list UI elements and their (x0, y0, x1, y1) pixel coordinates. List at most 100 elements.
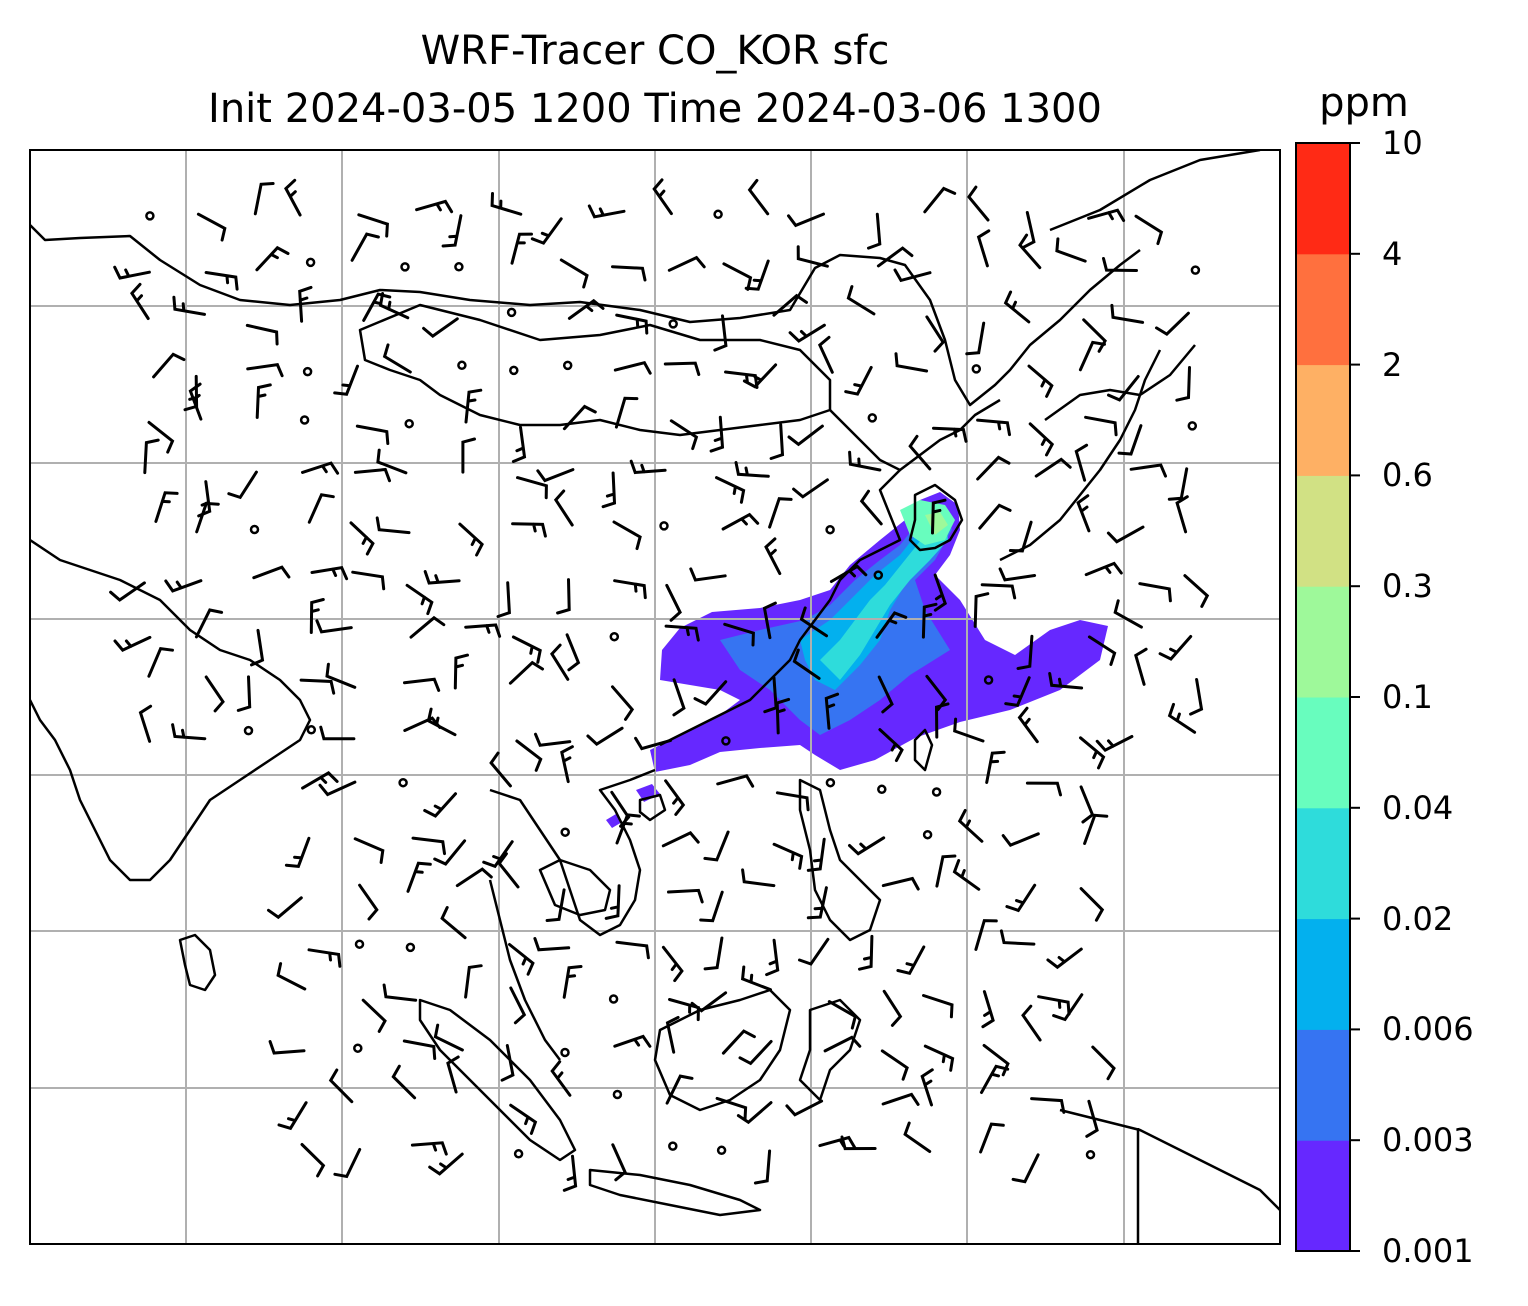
wind-barb (934, 702, 950, 739)
wind-barb (1011, 1153, 1040, 1184)
wind-barb (550, 643, 570, 681)
calm-wind-marker (867, 413, 878, 423)
wind-barb (611, 1143, 627, 1182)
wind-barb (195, 501, 220, 534)
wind-barb (446, 1055, 460, 1094)
calm-wind-marker (971, 364, 982, 374)
wind-barb (1189, 678, 1204, 716)
wind-barb (276, 962, 307, 991)
wind-barb (669, 419, 699, 451)
wind-barb (769, 423, 785, 460)
wind-barb (615, 813, 641, 845)
wind-barb (277, 1101, 308, 1131)
wind-barb (823, 1035, 862, 1053)
wind-barb (629, 459, 667, 475)
calm-wind-marker (659, 521, 669, 531)
wind-barb (613, 579, 647, 600)
wind-barb (715, 1096, 748, 1122)
wind-barb (1155, 311, 1190, 336)
wind-barb (533, 937, 571, 952)
wind-barb (661, 831, 700, 848)
wind-barb (171, 723, 207, 741)
wind-barb (1025, 781, 1062, 797)
wind-barb (1079, 736, 1106, 770)
wind-barb (903, 1121, 932, 1153)
wind-barb (406, 861, 432, 893)
calm-wind-marker (716, 1145, 727, 1156)
wind-barb (734, 461, 770, 478)
wind-barb (1079, 785, 1095, 824)
wind-barb (567, 298, 605, 320)
wind-barb (652, 178, 673, 216)
wind-barb (113, 635, 152, 652)
wind-barb (881, 876, 920, 891)
calm-wind-marker (249, 524, 260, 535)
wind-barb (785, 1099, 824, 1117)
wind-barb (307, 948, 342, 968)
wind-barb (1021, 1004, 1042, 1042)
wind-barb (973, 592, 990, 628)
wind-barb (775, 697, 791, 735)
wind-barb (489, 751, 512, 788)
wind-barb (1117, 424, 1143, 456)
wind-barb (772, 293, 808, 317)
wind-barb (867, 212, 882, 250)
wind-barb (333, 1148, 362, 1179)
wind-barb (667, 255, 706, 272)
wind-barb (1008, 520, 1033, 553)
wind-barb (611, 265, 647, 282)
wind-barb (301, 461, 340, 475)
wind-barb (601, 471, 617, 509)
wind-barb (382, 343, 412, 374)
map-frame (29, 149, 1281, 1245)
wind-barb (1034, 457, 1072, 478)
wind-barb (188, 382, 203, 421)
calm-wind-marker (612, 1089, 623, 1100)
wind-barb (353, 467, 391, 483)
wind-barb (301, 771, 339, 790)
wind-barb (848, 836, 886, 856)
wind-barb (508, 943, 535, 976)
wind-barb (284, 836, 311, 869)
wind-barb (1076, 494, 1091, 533)
wind-barb (840, 1135, 877, 1151)
wind-barb (1028, 422, 1055, 457)
wind-barb (350, 232, 380, 262)
wind-barb (375, 516, 411, 535)
wind-barb (667, 888, 704, 904)
wind-barb (458, 522, 484, 557)
wind-barb (1016, 634, 1034, 670)
wind-barb (799, 606, 828, 638)
wind-barb (827, 1000, 858, 1030)
wind-barb (974, 919, 998, 951)
wind-barb (806, 837, 826, 872)
wind-barb (744, 259, 770, 291)
wind-barb (376, 448, 408, 475)
colorbar-segment (1296, 1029, 1350, 1141)
wind-barb (742, 363, 778, 389)
wind-barb (1030, 1097, 1066, 1114)
wind-barb (441, 214, 463, 248)
wind-barb (315, 619, 353, 634)
wind-barb (741, 868, 776, 888)
colorbar-tick-label: 0.3 (1382, 567, 1433, 606)
wind-barb (410, 1141, 448, 1156)
wind-barb (880, 1049, 909, 1081)
wind-barb (204, 675, 225, 713)
wind-barb (422, 317, 459, 338)
calm-wind-marker (1187, 421, 1198, 431)
wind-barb (925, 315, 945, 353)
wind-barb (1082, 318, 1107, 353)
wind-barb (382, 983, 418, 1002)
wind-barb (703, 830, 730, 862)
coastlines (30, 150, 1280, 1244)
wind-barb (415, 199, 454, 214)
map-title-line2: Init 2024-03-05 1200 Time 2024-03-06 130… (208, 86, 1102, 132)
wind-barb (998, 567, 1037, 582)
calm-wind-marker (560, 1047, 570, 1058)
wind-barb (515, 739, 543, 772)
wind-barb (509, 986, 527, 1025)
wind-barb (979, 1122, 1005, 1154)
wind-barb (319, 725, 356, 741)
wind-barb (753, 1149, 772, 1185)
